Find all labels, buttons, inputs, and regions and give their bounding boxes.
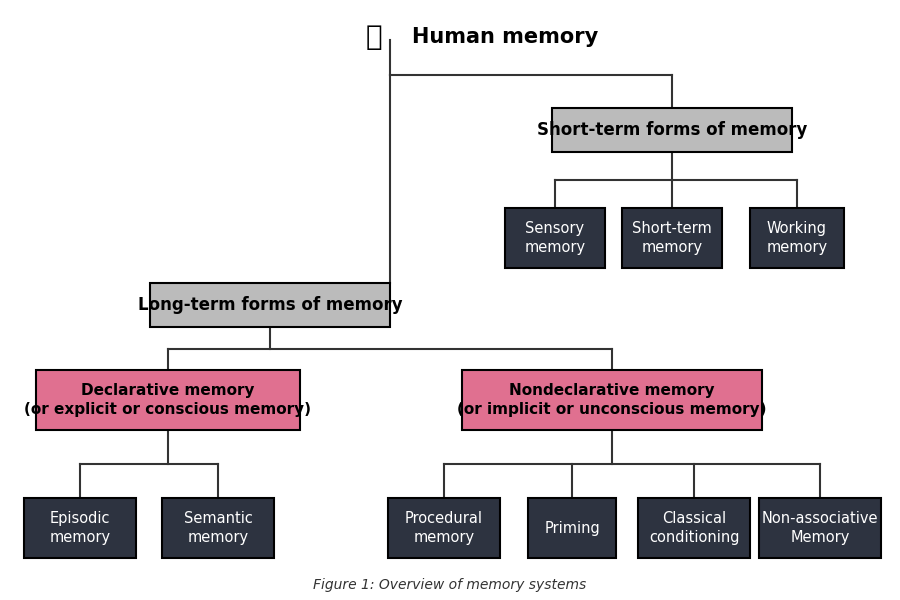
Text: Short-term forms of memory: Short-term forms of memory xyxy=(536,121,807,139)
Text: Classical
conditioning: Classical conditioning xyxy=(649,511,739,545)
FancyBboxPatch shape xyxy=(388,498,500,558)
Text: Episodic
memory: Episodic memory xyxy=(50,511,111,545)
FancyBboxPatch shape xyxy=(462,370,762,430)
FancyBboxPatch shape xyxy=(505,208,605,268)
Text: Non-associative
Memory: Non-associative Memory xyxy=(761,511,878,545)
FancyBboxPatch shape xyxy=(638,498,750,558)
FancyBboxPatch shape xyxy=(750,208,844,268)
FancyBboxPatch shape xyxy=(622,208,722,268)
Text: Priming: Priming xyxy=(544,520,600,535)
Text: Procedural
memory: Procedural memory xyxy=(405,511,483,545)
Text: Figure 1: Overview of memory systems: Figure 1: Overview of memory systems xyxy=(313,578,587,592)
Text: Declarative memory
(or explicit or conscious memory): Declarative memory (or explicit or consc… xyxy=(24,383,311,417)
Text: Short-term
memory: Short-term memory xyxy=(632,221,712,255)
Text: Sensory
memory: Sensory memory xyxy=(525,221,586,255)
Text: 🧠: 🧠 xyxy=(365,23,382,51)
Text: Human memory: Human memory xyxy=(412,27,598,47)
Text: Nondeclarative memory
(or implicit or unconscious memory): Nondeclarative memory (or implicit or un… xyxy=(457,383,767,417)
FancyBboxPatch shape xyxy=(528,498,616,558)
FancyBboxPatch shape xyxy=(759,498,881,558)
FancyBboxPatch shape xyxy=(36,370,300,430)
Text: Long-term forms of memory: Long-term forms of memory xyxy=(138,296,402,314)
FancyBboxPatch shape xyxy=(552,108,792,152)
Text: Working
memory: Working memory xyxy=(767,221,828,255)
Text: Semantic
memory: Semantic memory xyxy=(184,511,252,545)
FancyBboxPatch shape xyxy=(150,283,390,327)
FancyBboxPatch shape xyxy=(162,498,274,558)
FancyBboxPatch shape xyxy=(24,498,136,558)
